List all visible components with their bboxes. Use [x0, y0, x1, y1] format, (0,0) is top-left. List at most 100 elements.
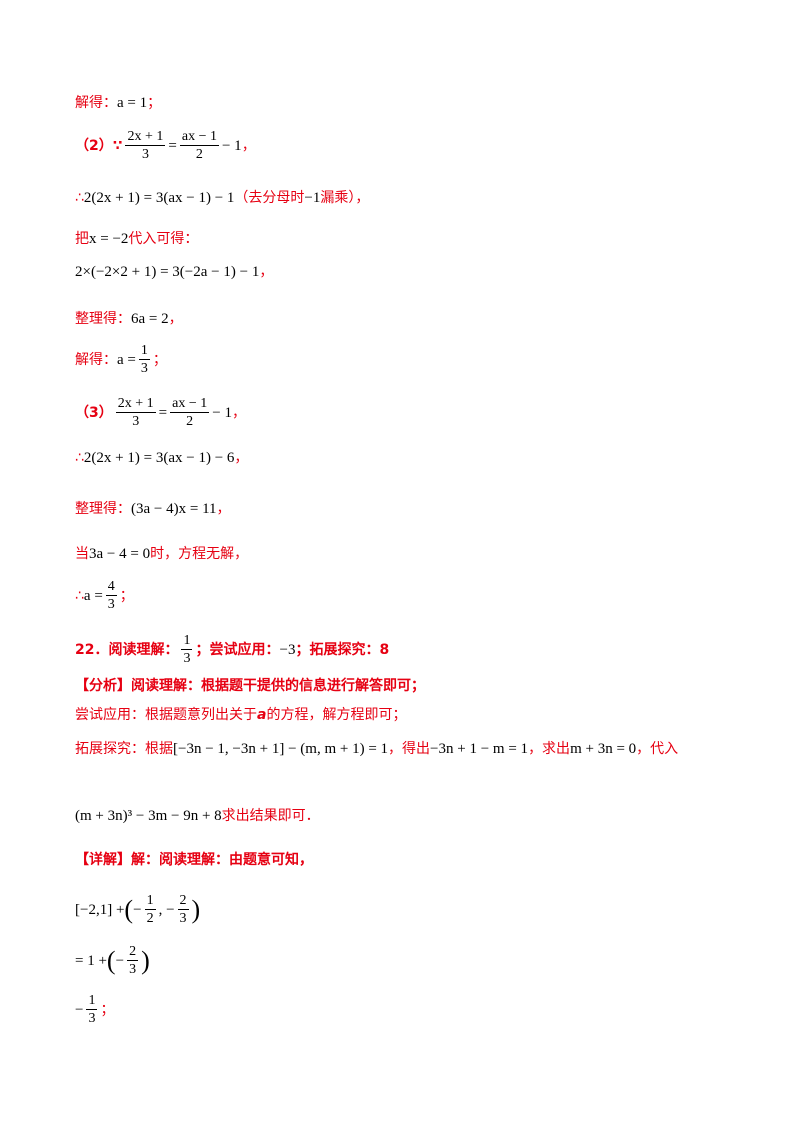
text: 22．阅读理解： — [75, 641, 179, 658]
text: ∴ — [75, 587, 84, 604]
math: − — [75, 1001, 84, 1018]
paren-close: ) — [191, 894, 201, 924]
line-16: 拓展探究：根据 [−3n − 1, −3n + 1] − (m, m + 1) … — [75, 739, 678, 759]
denominator: 3 — [141, 147, 149, 162]
text: 拓展探究：根据 — [75, 741, 173, 757]
line-4: 把 x = −2 代入可得： — [75, 229, 198, 249]
numerator: 2 — [177, 893, 189, 910]
text: 把 — [75, 231, 89, 247]
math: [−2,1] + — [75, 901, 125, 918]
math: 2(2x + 1) = 3(ax − 1) − 1 — [83, 190, 235, 206]
text: ， — [216, 501, 231, 517]
math: = — [158, 404, 168, 421]
numerator: 4 — [105, 579, 117, 596]
math: = 1 + — [75, 952, 107, 969]
line-15: 尝试应用：根据题意列出关于 a 的方程，解方程即可； — [75, 705, 406, 725]
text: 当 — [75, 546, 89, 562]
text: ， — [241, 137, 256, 154]
text: ；尝试应用： — [195, 641, 280, 658]
text: ， — [234, 450, 249, 466]
line-1: 解得： a = 1 ； — [75, 93, 161, 113]
line-17: (m + 3n)³ − 3m − 9n + 8 求出结果即可． — [75, 806, 320, 826]
math: m + 3n = 0 — [570, 741, 637, 757]
text: 求出结果即可． — [221, 808, 320, 824]
denominator: 3 — [107, 597, 115, 612]
math: a = 1 — [117, 95, 148, 111]
math: − — [115, 952, 125, 969]
line-11: 当 3a − 4 = 0 时，方程无解， — [75, 544, 248, 564]
math: a = — [117, 351, 136, 368]
text: （3） — [75, 404, 113, 421]
numerator: 1 — [138, 343, 150, 360]
denominator: 2 — [146, 911, 154, 926]
denominator: 2 — [195, 147, 203, 162]
paren-open: ( — [124, 894, 134, 924]
line-18: 【详解】解：阅读理解：由题意可知， — [75, 850, 313, 870]
text: 整理得： — [75, 501, 131, 517]
numerator: ax − 1 — [179, 129, 219, 146]
text: ∴ — [75, 450, 84, 466]
text: 解得： — [75, 95, 117, 111]
text: ，求出 — [528, 741, 571, 757]
denominator: 3 — [132, 414, 140, 429]
text: 【分析】阅读理解：根据题干提供的信息进行解答即可； — [75, 678, 425, 694]
numerator: 2 — [127, 944, 139, 961]
math: −1 — [304, 190, 321, 206]
text: 时，方程无解， — [150, 546, 249, 562]
math: − 1 — [212, 404, 232, 421]
math: 2×(−2×2 + 1) = 3(−2a − 1) − 1 — [75, 264, 260, 280]
text: ， — [259, 264, 274, 280]
text: ； — [152, 351, 167, 368]
text: ； — [147, 95, 162, 111]
text: 漏乘）， — [320, 190, 370, 206]
math: , − — [158, 901, 175, 918]
math: [−3n − 1, −3n + 1] − (m, m + 1) = 1 — [173, 741, 389, 757]
paren-close: ) — [141, 945, 150, 975]
math: = — [168, 137, 177, 154]
line-3: ∴ 2(2x + 1) = 3(ax − 1) − 1 （去分母时 −1 漏乘）… — [75, 188, 369, 208]
math: (m + 3n)³ − 3m − 9n + 8 — [75, 808, 222, 824]
variable: a — [257, 707, 267, 723]
text: ， — [231, 404, 246, 421]
text: 【详解】解：阅读理解：由题意可知， — [75, 852, 313, 868]
text: 的方程，解方程即可； — [266, 707, 407, 723]
math: − 1 — [221, 137, 242, 154]
line-9: ∴ 2(2x + 1) = 3(ax − 1) − 6 ， — [75, 448, 248, 468]
math: 2(2x + 1) = 3(ax − 1) − 6 — [83, 450, 235, 466]
text: ； — [119, 587, 134, 604]
text: ，代入 — [636, 741, 679, 757]
numerator: 2x + 1 — [115, 396, 156, 413]
text: 整理得： — [75, 311, 131, 327]
text: ，得出 — [388, 741, 431, 757]
denominator: 3 — [183, 651, 191, 666]
math: −3n + 1 − m = 1 — [430, 741, 529, 757]
math: (3a − 4)x = 11 — [131, 501, 217, 517]
text: 代入可得： — [128, 231, 199, 247]
text: 解得： — [75, 351, 117, 368]
line-5: 2×(−2×2 + 1) = 3(−2a − 1) − 1 ， — [75, 262, 273, 282]
numerator: 1 — [86, 993, 98, 1010]
denominator: 3 — [140, 361, 148, 376]
math: −3 — [279, 641, 296, 658]
text: ；拓展探究：8 — [295, 641, 390, 658]
math: − — [133, 901, 142, 918]
numerator: ax − 1 — [170, 396, 210, 413]
numerator: 2x + 1 — [125, 129, 166, 146]
text: ， — [168, 311, 183, 327]
